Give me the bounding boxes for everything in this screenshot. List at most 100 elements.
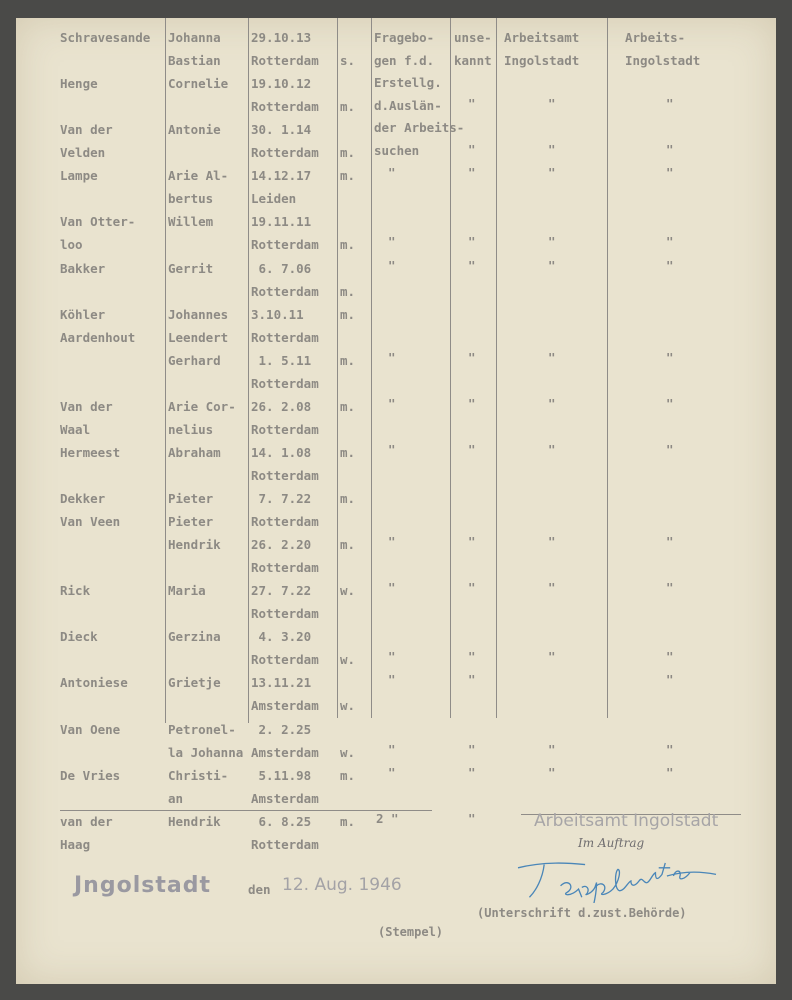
- cell-date: 5.11.98: [251, 767, 312, 783]
- ditto-mark: ": [468, 764, 476, 780]
- cell-surname: Aardenhout: [60, 329, 136, 345]
- im-auftrag: Im Auftrag: [578, 836, 645, 850]
- ditto-mark: ": [548, 534, 556, 550]
- cell-date: 29.10.13: [251, 30, 312, 45]
- cell-date: Rotterdam: [251, 560, 319, 576]
- cell-surname: loo: [60, 237, 83, 253]
- ditto-mark: ": [388, 441, 396, 457]
- cell-date: Rotterdam: [251, 375, 319, 391]
- header-arbeitsamt2: Ingolstadt: [625, 52, 701, 68]
- cell-date: 30. 1.14: [251, 122, 312, 138]
- header-arbeitsamt2: Arbeits-: [625, 30, 686, 45]
- ditto-mark: ": [468, 649, 476, 665]
- column-rule: [337, 18, 338, 718]
- divider-line: [521, 814, 741, 815]
- cell-surname: Dieck: [60, 629, 98, 645]
- header-fragebogen: d.Auslän-: [374, 97, 442, 113]
- ditto-mark: ": [548, 764, 556, 780]
- ditto-mark: ": [468, 580, 476, 596]
- header-fragebogen: Erstellg.: [374, 75, 442, 90]
- cell-date: Rotterdam: [251, 652, 319, 668]
- ditto-mark: ": [468, 142, 476, 158]
- cell-first: Gerzina: [168, 629, 221, 645]
- header-fragebogen: Fragebo-: [374, 30, 435, 45]
- cell-sex: w.: [340, 698, 356, 714]
- ditto-mark: ": [468, 741, 476, 757]
- cell-date: Rotterdam: [251, 99, 319, 115]
- cell-first: Hendrik: [168, 537, 221, 553]
- ditto-mark: ": [468, 349, 476, 365]
- header-arbeitsamt1: Ingolstadt: [504, 52, 580, 68]
- cell-first: Johanna: [168, 30, 221, 45]
- cell-first: Bastian: [168, 53, 221, 69]
- column-rule: [496, 18, 497, 718]
- cell-surname: Lampe: [60, 168, 98, 184]
- ditto-mark: ": [388, 741, 396, 757]
- cell-surname: De Vries: [60, 767, 121, 783]
- cell-surname: Schravesande: [60, 30, 151, 45]
- document-page: Fragebo-gen f.d. Erstellg. d.Auslän-der Ar…: [16, 18, 776, 984]
- ditto-mark: ": [548, 165, 556, 181]
- column-rule: [371, 18, 372, 718]
- cell-surname: Dekker: [60, 491, 106, 506]
- signature: [517, 862, 717, 903]
- header-fragebogen: der Arbeits-: [374, 120, 465, 135]
- column-rule: [607, 18, 608, 718]
- ditto-mark: ": [548, 649, 556, 665]
- cell-sex: m.: [340, 145, 356, 161]
- ditto-mark: ": [548, 234, 556, 250]
- ditto-mark: ": [548, 142, 556, 158]
- ditto-mark: ": [666, 534, 674, 550]
- ditto-mark: ": [468, 96, 476, 112]
- cell-surname: Waal: [60, 421, 91, 437]
- cell-date: 19.10.12: [251, 76, 312, 92]
- cell-date: Rotterdam: [251, 329, 319, 345]
- cell-date: 14. 1.08: [251, 444, 312, 460]
- signature-caption: (Unterschrift d.zust.Behörde): [477, 906, 687, 920]
- ditto-mark: ": [388, 257, 396, 273]
- cell-sex: m.: [340, 398, 356, 414]
- cell-first: Johannes: [168, 306, 229, 322]
- column-rule: [165, 18, 166, 723]
- cell-date: Amsterdam: [251, 744, 319, 760]
- ditto-mark: ": [666, 672, 674, 688]
- ditto-mark: ": [548, 580, 556, 596]
- header-fragebogen: suchen: [374, 142, 420, 158]
- cell-date: Leiden: [251, 191, 297, 207]
- cell-first: Pieter: [168, 491, 214, 506]
- ditto-mark: ": [468, 165, 476, 181]
- ditto-mark: ": [388, 395, 396, 411]
- cell-date: 1. 5.11: [251, 352, 312, 368]
- cell-date: 6. 8.25: [251, 813, 312, 829]
- cell-first: Gerhard: [168, 352, 221, 368]
- cell-first: Grietje: [168, 675, 221, 691]
- cell-first: Abraham: [168, 444, 221, 460]
- ditto-mark: ": [666, 741, 674, 757]
- cell-first: Willem: [168, 214, 214, 230]
- ditto-mark: ": [548, 395, 556, 411]
- cell-surname: Bakker: [60, 260, 106, 276]
- ditto-mark: ": [388, 165, 396, 181]
- cell-surname: Van der: [60, 122, 113, 138]
- cell-first: Cornelie: [168, 76, 229, 92]
- cell-sex: m.: [340, 491, 356, 506]
- cell-sex: m.: [340, 537, 356, 553]
- cell-surname: Van Otter-: [60, 214, 136, 230]
- cell-date: 13.11.21: [251, 675, 312, 691]
- header-unbekannt: kannt: [454, 52, 492, 68]
- cell-date: 3.10.11: [251, 306, 304, 322]
- cell-surname: Antoniese: [60, 675, 128, 691]
- cell-surname: Van der: [60, 398, 113, 414]
- cell-date: 4. 3.20: [251, 629, 312, 645]
- cell-first: Antonie: [168, 122, 221, 138]
- ditto-mark: ": [468, 672, 476, 688]
- cell-sex: m.: [340, 767, 356, 783]
- cell-date: Rotterdam: [251, 606, 319, 622]
- cell-sex: s.: [340, 53, 356, 69]
- ditto-mark: ": [666, 764, 674, 780]
- ditto-mark: ": [388, 649, 396, 665]
- cell-date: Rotterdam: [251, 283, 319, 299]
- ditto-mark: ": [548, 257, 556, 273]
- cell-date: Amsterdam: [251, 790, 319, 806]
- cell-surname: Hermeest: [60, 444, 121, 460]
